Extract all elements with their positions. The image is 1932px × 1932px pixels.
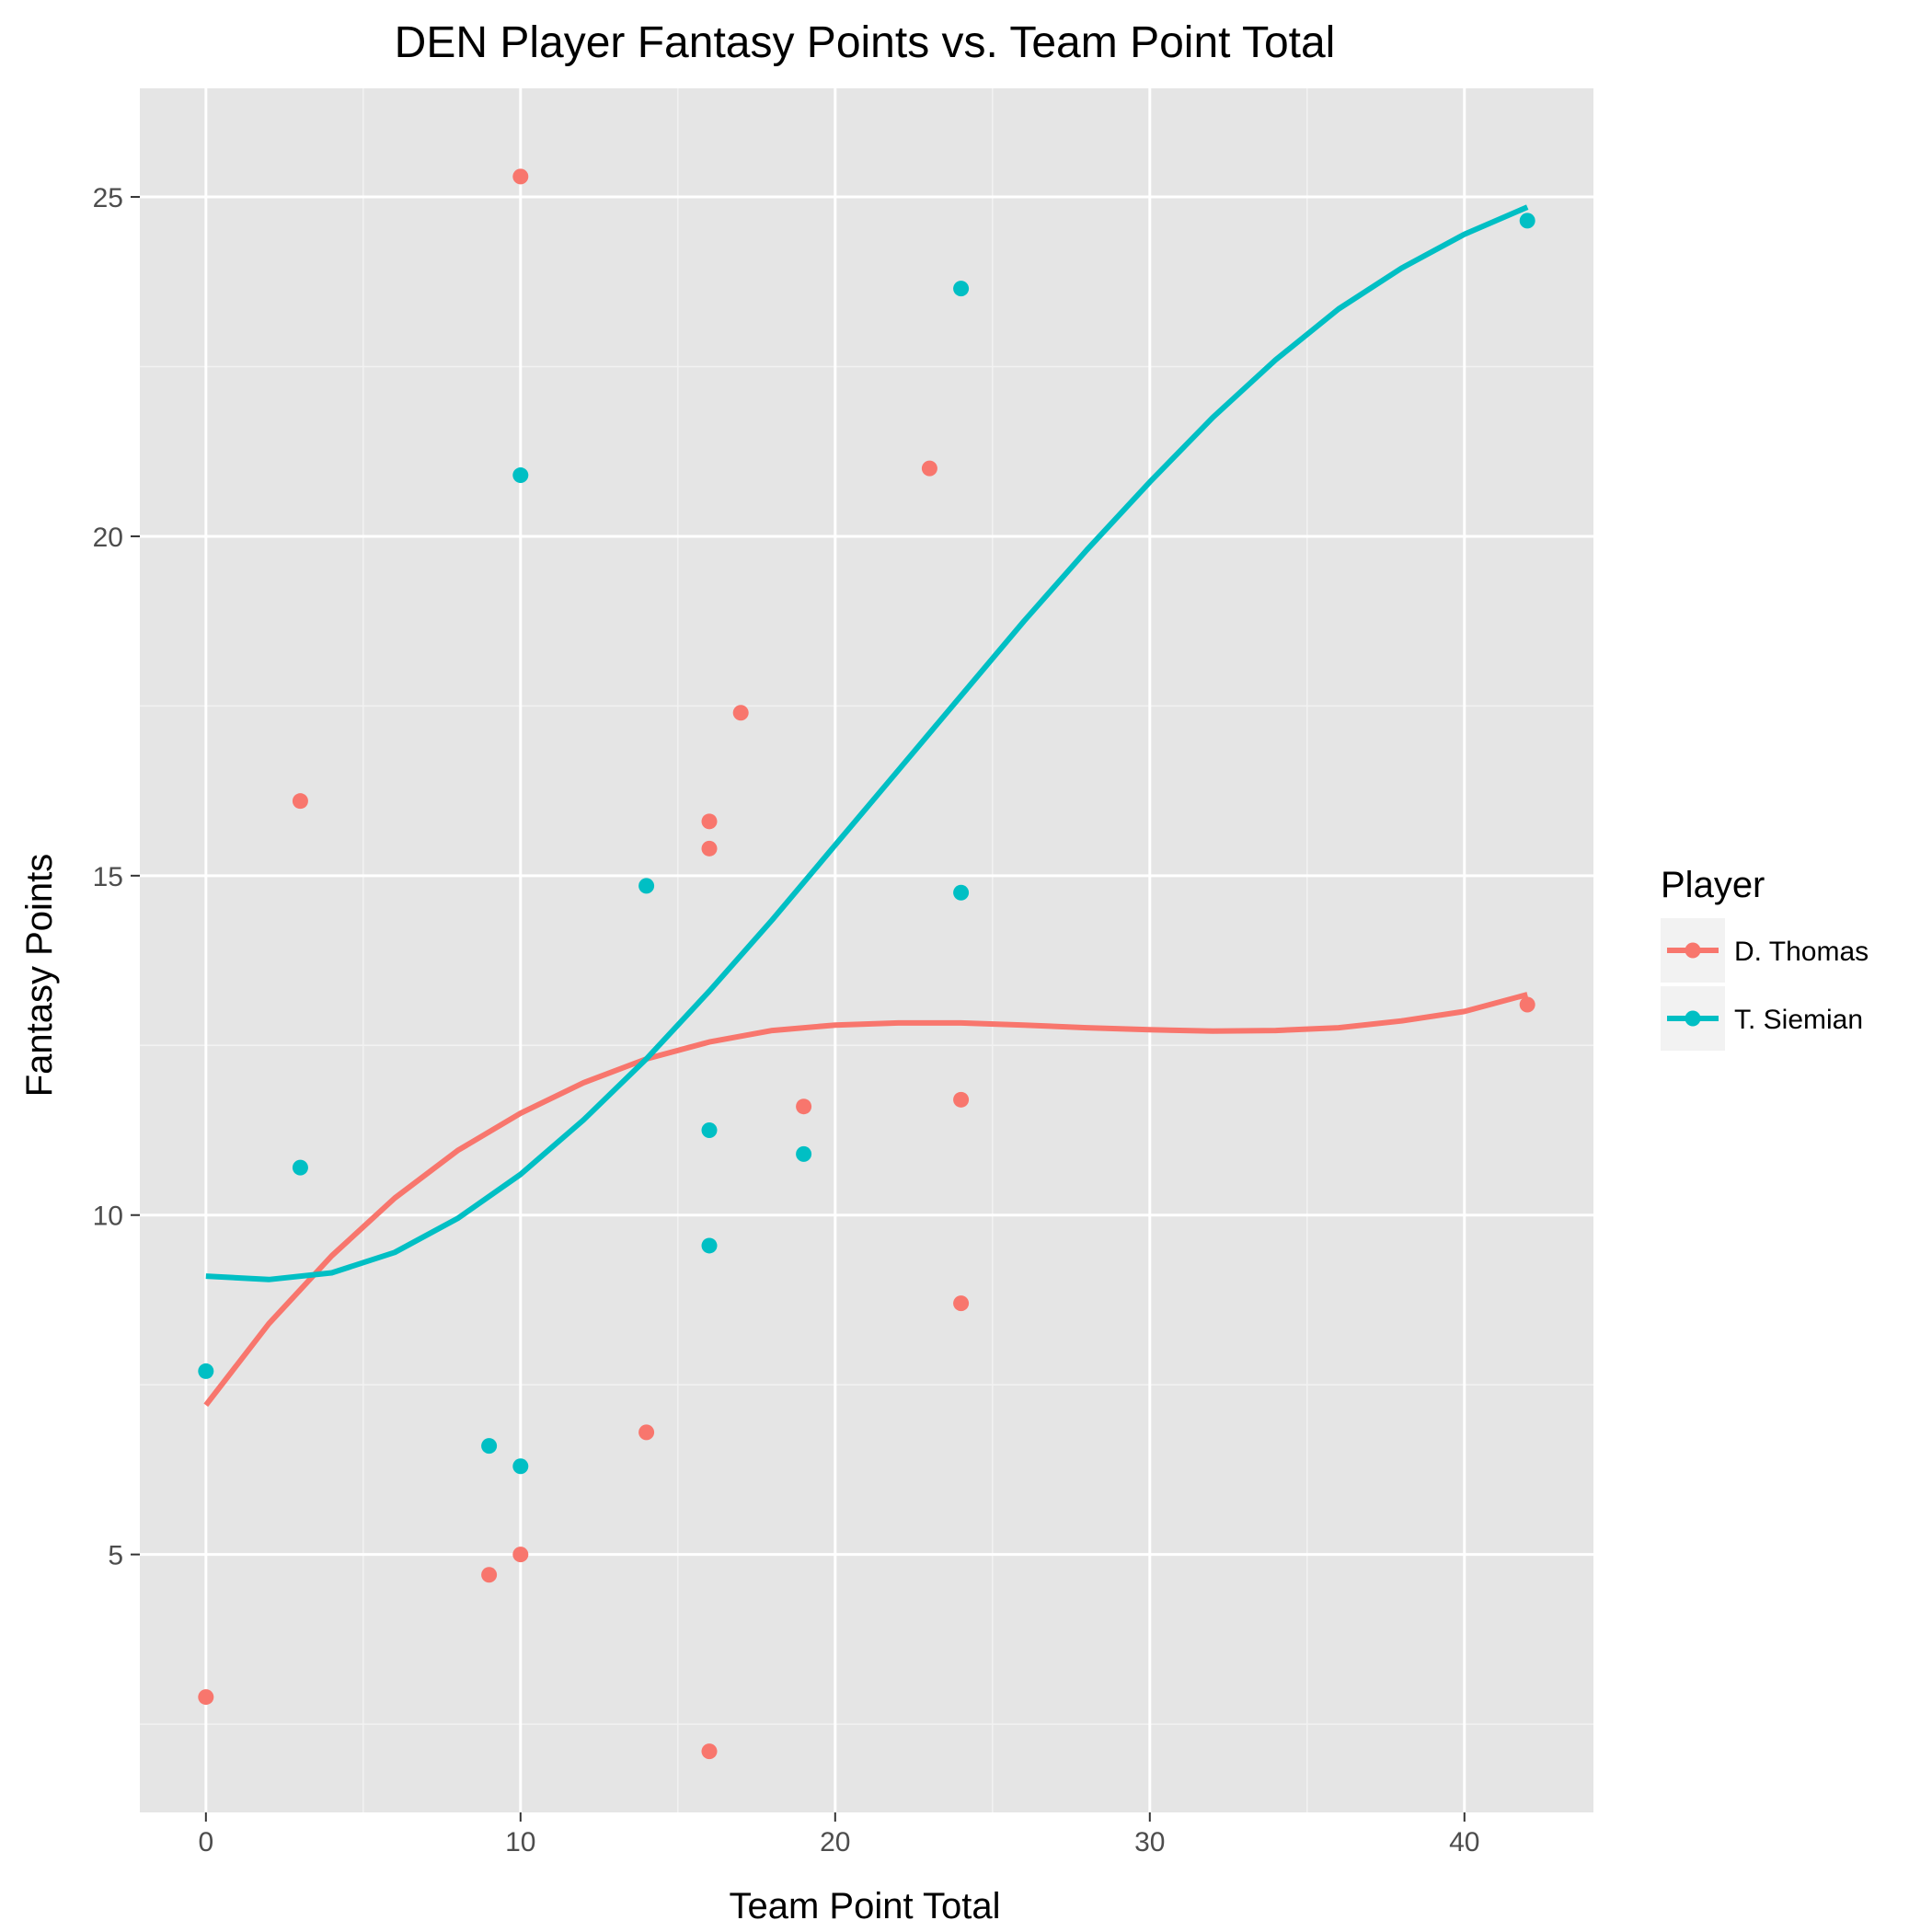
legend-label-d-thomas: D. Thomas xyxy=(1734,937,1869,967)
data-point-t-siemian xyxy=(953,884,970,901)
x-tick-label: 0 xyxy=(198,1827,213,1857)
x-tick-label: 30 xyxy=(1134,1827,1165,1857)
data-point-t-siemian xyxy=(198,1363,214,1379)
smooth-lines xyxy=(203,204,1529,1408)
data-point-t-siemian xyxy=(701,1237,718,1254)
y-tick-label: 20 xyxy=(93,523,123,553)
data-point-d-thomas xyxy=(292,793,308,810)
y-axis-title: Fantasy Points xyxy=(19,854,60,1098)
legend-point-t-siemian xyxy=(1685,1010,1701,1027)
data-point-d-thomas xyxy=(638,1424,655,1441)
y-tick-label: 25 xyxy=(93,183,123,213)
data-point-d-thomas xyxy=(796,1098,812,1115)
data-point-t-siemian xyxy=(292,1159,308,1176)
plot-panel xyxy=(140,88,1593,1812)
x-tick-label: 40 xyxy=(1449,1827,1479,1857)
x-axis: 0 10 20 30 40 xyxy=(198,1812,1479,1857)
legend-point-d-thomas xyxy=(1685,942,1701,959)
data-point-d-thomas xyxy=(512,1547,529,1563)
legend: Player D. Thomas T. Siemian xyxy=(1661,865,1869,1051)
data-point-d-thomas xyxy=(481,1567,498,1583)
y-tick-label: 10 xyxy=(93,1202,123,1232)
data-point-t-siemian xyxy=(1519,213,1535,229)
x-tick-label: 10 xyxy=(505,1827,535,1857)
minor-gridlines xyxy=(140,88,1593,1812)
data-point-t-siemian xyxy=(953,281,970,297)
smooth-line-d-thomas xyxy=(203,992,1528,1408)
chart-title: DEN Player Fantasy Points vs. Team Point… xyxy=(395,18,1336,67)
data-point-d-thomas xyxy=(701,813,718,830)
data-point-t-siemian xyxy=(638,878,655,894)
data-point-d-thomas xyxy=(701,840,718,857)
x-axis-title: Team Point Total xyxy=(730,1886,1001,1926)
y-axis: 5 10 15 20 25 xyxy=(93,183,140,1571)
data-point-d-thomas xyxy=(198,1689,214,1706)
data-point-t-siemian xyxy=(481,1438,498,1455)
data-point-d-thomas xyxy=(732,705,749,721)
data-points xyxy=(198,168,1535,1760)
data-point-t-siemian xyxy=(701,1122,718,1139)
data-point-d-thomas xyxy=(953,1091,970,1108)
data-point-t-siemian xyxy=(512,467,529,484)
legend-title: Player xyxy=(1661,865,1765,905)
data-point-t-siemian xyxy=(512,1458,529,1475)
smooth-line-t-siemian xyxy=(205,204,1529,1282)
data-point-d-thomas xyxy=(953,1295,970,1312)
data-point-d-thomas xyxy=(1519,996,1535,1013)
data-point-t-siemian xyxy=(796,1145,812,1162)
y-tick-label: 5 xyxy=(108,1541,123,1571)
y-tick-label: 15 xyxy=(93,862,123,892)
major-gridlines xyxy=(140,88,1593,1812)
data-point-d-thomas xyxy=(921,460,937,477)
x-tick-label: 20 xyxy=(820,1827,850,1857)
data-point-d-thomas xyxy=(701,1743,718,1760)
legend-label-t-siemian: T. Siemian xyxy=(1734,1005,1863,1035)
data-point-d-thomas xyxy=(512,168,529,185)
